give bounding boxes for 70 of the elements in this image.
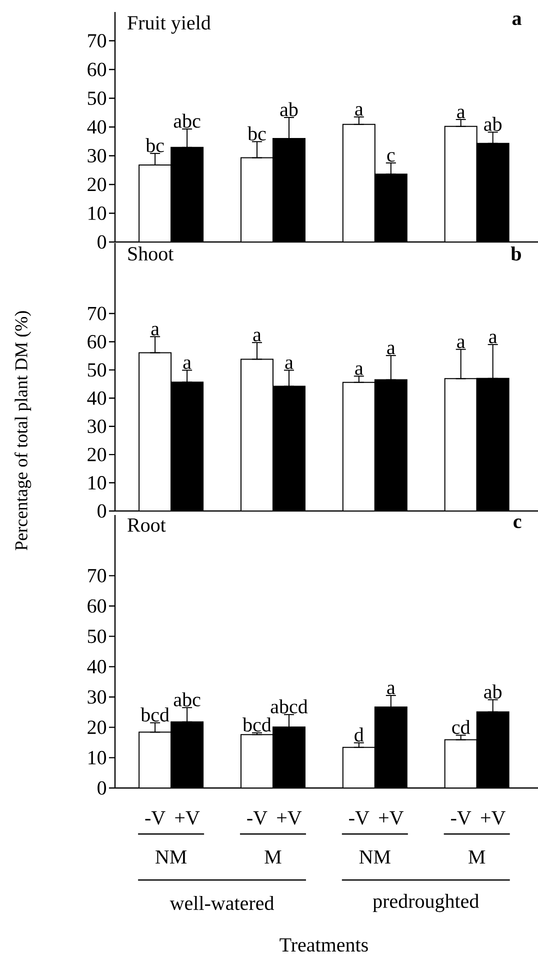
text: +V <box>480 811 506 825</box>
data-label: a <box>387 344 396 354</box>
data-label: bcd <box>242 718 272 732</box>
data-label: a <box>457 338 465 348</box>
data-label: a <box>355 106 364 116</box>
text: +V <box>379 811 404 825</box>
y-tick-label: 60 <box>88 334 106 348</box>
chart-title: Shoot <box>128 246 174 261</box>
chart-title: Root <box>128 518 166 532</box>
data-label: bc <box>146 138 164 152</box>
y-tick-label: 20 <box>88 448 106 462</box>
text: +V <box>277 811 302 825</box>
data-label: a <box>285 359 294 370</box>
y-tick-label: 30 <box>88 690 106 704</box>
annotation: c <box>514 518 522 528</box>
y-tick-label: 30 <box>88 420 106 434</box>
y-tick-label: 10 <box>88 476 106 490</box>
data-label: a <box>387 684 396 694</box>
y-tick-label: 20 <box>88 178 106 192</box>
y-tick-label: 0 <box>98 235 106 249</box>
series-label: +V <box>175 811 200 825</box>
data-label: a <box>183 359 192 370</box>
data-label: bcd <box>140 708 170 722</box>
y-tick-label: 0 <box>98 504 106 518</box>
annotation: a <box>512 16 522 26</box>
y-tick-label: 10 <box>88 750 106 764</box>
y-tick-label: 40 <box>87 660 106 674</box>
y-tick-label: 70 <box>88 306 106 320</box>
y-tick-label: 50 <box>88 630 106 644</box>
y-axis-title: Percentage of total plant DM (%) <box>14 311 32 550</box>
data-label: a <box>151 326 160 336</box>
y-tick-label: 60 <box>88 62 106 76</box>
data-label: bc <box>248 126 266 140</box>
data-label: a <box>489 334 497 344</box>
y-tick-label: 30 <box>88 148 106 162</box>
series-label: -V <box>145 811 166 825</box>
data-label: ab <box>280 102 298 116</box>
data-label: abc <box>174 692 200 706</box>
x-tick-label: M <box>468 850 486 864</box>
y-tick-label: 40 <box>87 391 106 405</box>
annotation: b <box>510 246 521 261</box>
y-tick-label: 50 <box>88 91 106 105</box>
data-label: c <box>387 152 395 162</box>
data-label: a <box>253 332 262 342</box>
y-tick-label: 60 <box>88 599 106 613</box>
x-tick-label: M <box>264 850 282 864</box>
data-label: abc <box>174 114 200 128</box>
text: -V <box>349 811 370 825</box>
x-axis-title: Treatments <box>280 938 368 952</box>
data-label: cd <box>452 720 470 734</box>
y-tick-label: 50 <box>88 363 106 377</box>
x-tick-label: NM <box>156 850 187 864</box>
text: predroughted <box>372 894 479 912</box>
y-tick-label: 40 <box>87 120 106 134</box>
y-tick-label: 10 <box>88 206 106 220</box>
data-label: a <box>355 365 364 375</box>
x-tick-label: NM <box>359 850 390 864</box>
y-tick-label: 70 <box>88 34 106 48</box>
y-tick-label: 20 <box>88 720 106 734</box>
y-tick-label: 0 <box>98 781 106 795</box>
data-label: abcd <box>270 699 308 714</box>
data-label: ab <box>484 116 502 131</box>
text: -V <box>247 811 268 825</box>
text: well-watered <box>170 896 274 910</box>
chart-title: Fruit yield <box>128 16 211 34</box>
data-label: a <box>457 108 466 118</box>
text: -V <box>451 811 472 825</box>
data-label: ab <box>484 684 502 699</box>
data-label: d <box>354 728 364 742</box>
y-tick-label: 70 <box>88 568 106 582</box>
